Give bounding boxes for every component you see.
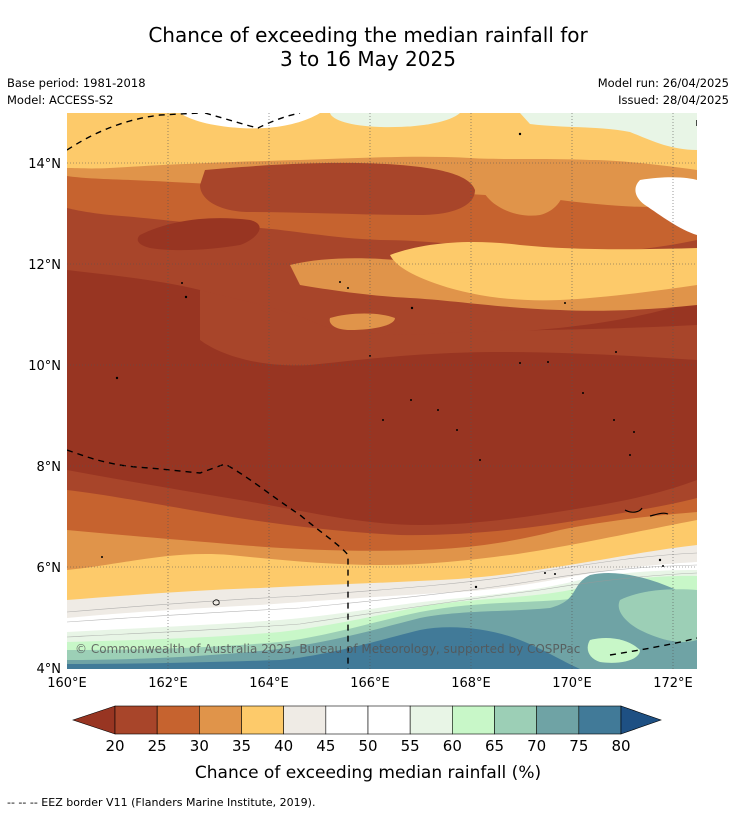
x-tick-label: 166°E [350,676,390,691]
colorbar-bin [241,705,284,735]
colorbar: 20 25 30 35 40 45 50 55 60 65 70 75 80 [72,705,662,755]
map-title-line2: 3 to 16 May 2025 [280,47,456,71]
colorbar-bin [367,705,411,735]
colorbar-tick-label: 65 [485,737,504,755]
island-marks [101,132,664,589]
issued-label: Issued: 28/04/2025 [618,93,729,107]
colorbar-bin [409,705,453,735]
x-tick-label: 172°E [653,676,693,691]
colorbar-title: Chance of exceeding median rainfall (%) [195,763,541,783]
colorbar-tick-label: 80 [611,737,630,755]
colorbar-bin [578,705,622,735]
colorbar-tick-label: 20 [105,737,124,755]
y-axis-ticks: 14°N 12°N 10°N 8°N 6°N 4°N [28,157,61,677]
y-tick-label: 10°N [28,359,61,374]
x-axis-ticks: 160°E 162°E 164°E 166°E 168°E 170°E 172°… [47,676,693,691]
colorbar-bin [325,705,369,735]
model-label: Model: ACCESS-S2 [7,93,114,107]
y-tick-label: 6°N [37,561,62,576]
colorbar-tick-label: 55 [401,737,420,755]
colorbar-tick-label: 25 [148,737,167,755]
y-tick-label: 14°N [28,157,61,172]
colorbar-tick-label: 30 [190,737,209,755]
colorbar-tick-label: 40 [274,737,293,755]
colorbar-tick-label: 50 [358,737,377,755]
colorbar-bin [452,705,495,735]
colorbar-tick-label: 45 [316,737,335,755]
x-tick-label: 170°E [552,676,592,691]
colorbar-bin [156,705,200,735]
y-tick-label: 4°N [37,662,62,677]
colorbar-bin [199,705,242,735]
eez-border-lines [67,113,697,669]
colorbar-bin [283,705,327,735]
colorbar-tick-label: 60 [443,737,462,755]
eez-legend-note: -- -- -- EEZ border V11 (Flanders Marine… [7,796,316,809]
copyright-watermark: © Commonwealth of Australia 2025, Bureau… [75,642,580,656]
rainfall-probability-field: © Commonwealth of Australia 2025, Bureau… [67,113,697,669]
y-tick-label: 8°N [37,460,62,475]
colorbar-tick-label: 35 [232,737,251,755]
x-tick-label: 162°E [148,676,188,691]
map-title-line1: Chance of exceeding the median rainfall … [148,23,588,47]
colorbar-bin [536,705,580,735]
colorbar-tick-label: 75 [569,737,588,755]
graticule [67,113,697,669]
colorbar-under-arrow [72,705,116,735]
base-period-label: Base period: 1981-2018 [7,76,146,90]
colorbar-over-arrow [620,705,662,735]
x-tick-label: 160°E [47,676,87,691]
colorbar-bin [494,705,537,735]
colorbar-tick-label: 70 [527,737,546,755]
x-tick-label: 168°E [451,676,491,691]
model-run-label: Model run: 26/04/2025 [597,76,729,90]
x-tick-label: 164°E [249,676,289,691]
colorbar-bin [114,705,158,735]
y-tick-label: 12°N [28,258,61,273]
